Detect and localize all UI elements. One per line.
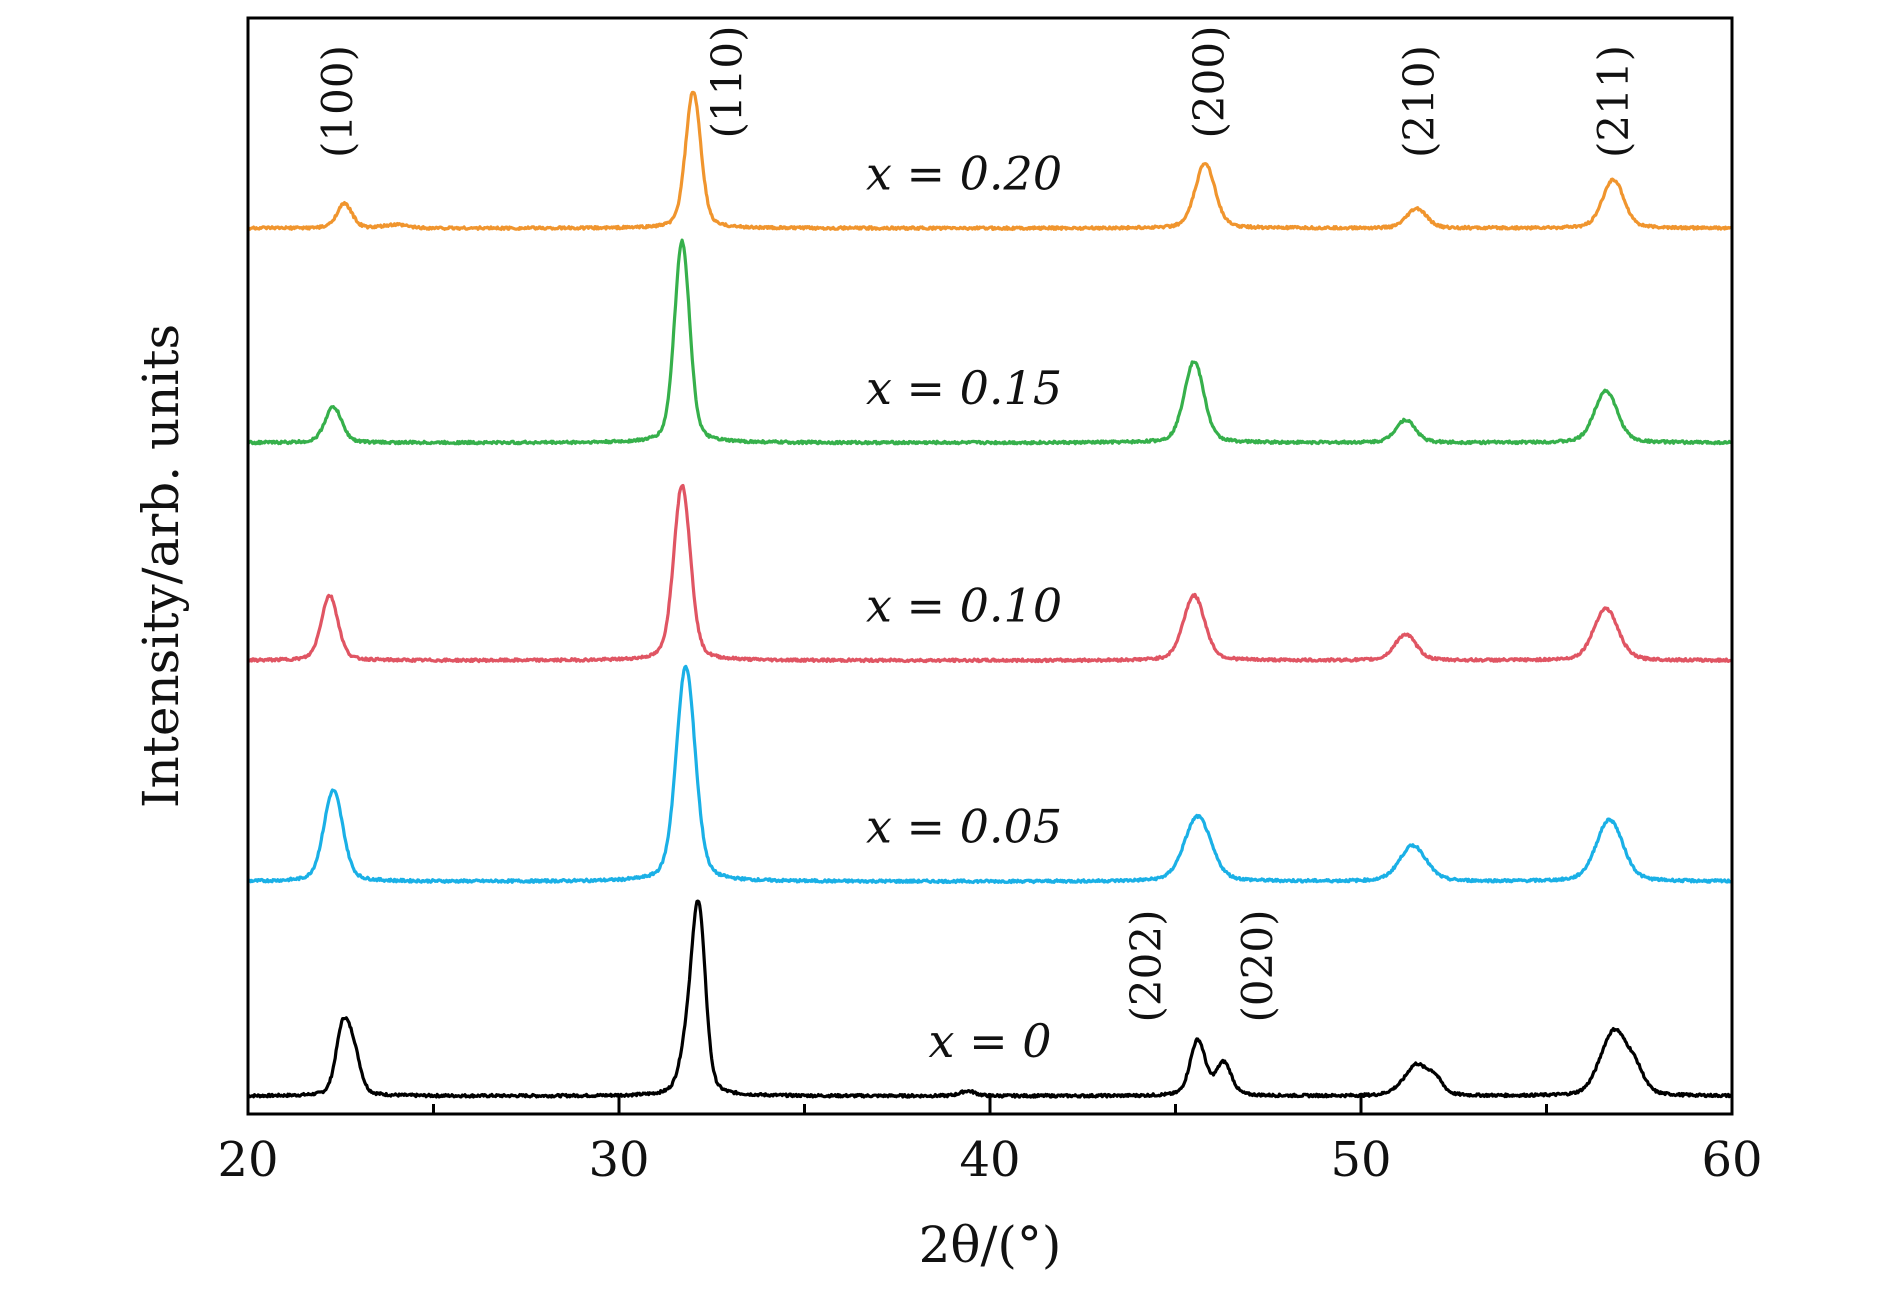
series-label-0: x = 0 <box>929 1014 1052 1068</box>
peak-label-5: (202) <box>1122 910 1171 1023</box>
y-axis-title: Intensity/arb. units <box>132 324 190 808</box>
x-axis-ticks <box>246 1096 1734 1114</box>
x-tick-label-2: 40 <box>959 1132 1020 1188</box>
series-label-2: x = 0.10 <box>866 579 1062 633</box>
series-line-0 <box>247 899 1734 1099</box>
series-line-3 <box>246 238 1733 446</box>
peak-label-4: (211) <box>1589 45 1638 158</box>
series-label-1: x = 0.05 <box>866 800 1062 854</box>
x-axis-tick-labels: 20 30 40 50 60 <box>217 1132 1762 1188</box>
x-tick-label-1: 30 <box>588 1132 649 1188</box>
peak-label-1: (110) <box>702 26 751 139</box>
x-axis-title: 2θ/(°) <box>919 1216 1062 1274</box>
peak-label-6: (020) <box>1233 910 1282 1023</box>
curves-layer <box>246 90 1734 1099</box>
series-line-2 <box>247 483 1733 664</box>
peak-label-3: (210) <box>1394 45 1443 158</box>
series-label-4: x = 0.20 <box>866 146 1062 200</box>
x-tick-label-4: 60 <box>1701 1132 1762 1188</box>
series-line-4 <box>246 90 1733 231</box>
curve-labels-layer: x = 0 x = 0.05 x = 0.10 x = 0.15 x = 0.20 <box>866 146 1062 1068</box>
peak-label-2: (200) <box>1185 26 1234 139</box>
x-tick-label-0: 20 <box>217 1132 278 1188</box>
series-line-1 <box>246 664 1734 885</box>
peak-label-0: (100) <box>313 45 362 158</box>
series-label-3: x = 0.15 <box>866 361 1062 415</box>
x-tick-label-3: 50 <box>1330 1132 1391 1188</box>
peak-labels-layer: (100) (110) (200) (210) (211) (202) (020) <box>313 26 1638 1023</box>
